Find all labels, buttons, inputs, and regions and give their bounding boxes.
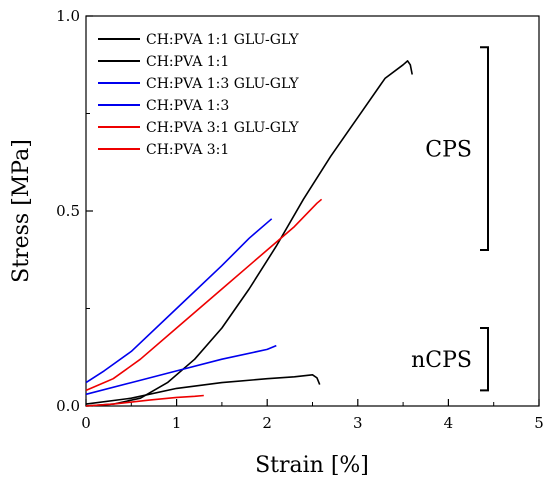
series-line-6 [85,394,204,407]
y-axis-ticks: 0.0 0.5 1.0 [56,7,93,415]
group-brackets: CPS nCPS [411,46,489,392]
series-line-2 [85,374,321,405]
legend-entry-label: CH:PVA 1:3 GLU-GLY [146,76,299,92]
y-tick-label: 0.5 [56,202,80,220]
group-bracket [480,46,489,251]
legend-entry-label: CH:PVA 3:1 GLU-GLY [146,120,299,136]
x-tick-label: 5 [534,414,544,432]
x-tick-label: 0 [81,414,91,432]
series-line-5 [85,198,323,392]
x-tick-label: 1 [172,414,182,432]
series-line-1 [85,60,413,407]
legend-entry-label: CH:PVA 1:1 [146,54,229,70]
series-line-4 [85,344,277,396]
y-tick-label: 1.0 [56,7,80,25]
legend: CH:PVA 1:1 GLU-GLY CH:PVA 1:1 CH:PVA 1:3 G… [98,32,299,158]
x-tick-label: 3 [353,414,363,432]
group-label: nCPS [411,348,472,373]
y-tick-label: 0.0 [56,397,80,415]
x-axis-ticks: 0 1 2 3 4 5 [81,399,544,432]
legend-entry-label: CH:PVA 1:3 [146,98,229,114]
x-tick-label: 4 [444,414,454,432]
series-layer [85,60,413,407]
x-tick-label: 2 [262,414,272,432]
legend-entry-label: CH:PVA 1:1 GLU-GLY [146,32,299,48]
x-axis-label: Strain [%] [255,453,369,478]
group-bracket [480,327,489,392]
legend-entry-label: CH:PVA 3:1 [146,142,229,158]
series-line-3 [85,218,273,384]
group-label: CPS [425,138,472,163]
y-axis-label: Stress [MPa] [9,139,34,283]
